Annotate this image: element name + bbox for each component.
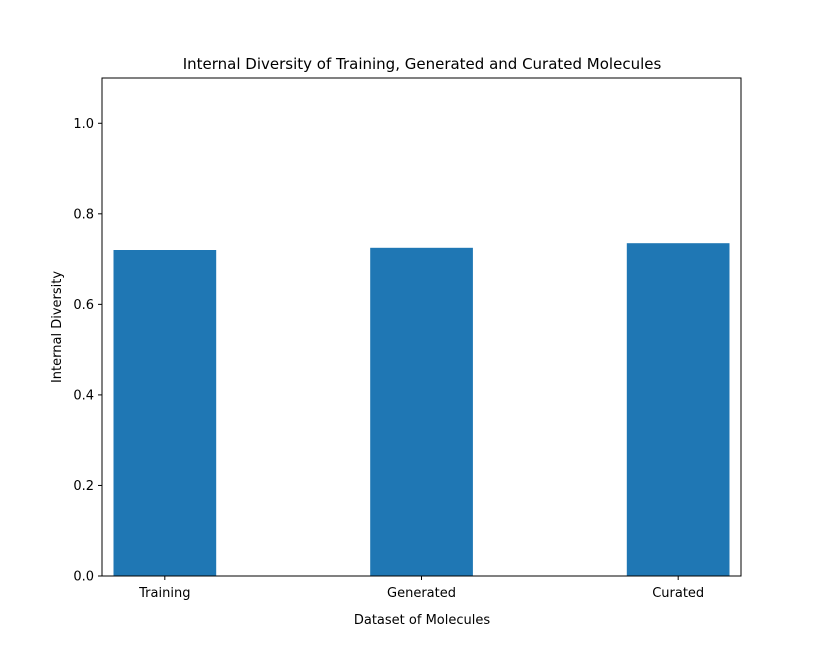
bar-training bbox=[113, 250, 217, 576]
y-axis-ticks: 0.0 0.2 0.4 0.6 0.8 1.0 bbox=[73, 117, 102, 585]
y-tick-label: 1.0 bbox=[73, 117, 94, 132]
x-tick-label: Curated bbox=[652, 586, 704, 601]
y-axis-label: Internal Diversity bbox=[50, 271, 65, 383]
bar-curated bbox=[626, 243, 730, 576]
bars-group bbox=[113, 243, 730, 577]
y-tick-label: 0.6 bbox=[73, 298, 94, 313]
x-axis-ticks: Training Generated Curated bbox=[138, 576, 704, 601]
bar-generated bbox=[370, 247, 473, 577]
x-axis-label: Dataset of Molecules bbox=[354, 613, 490, 628]
y-tick-label: 0.8 bbox=[73, 207, 94, 222]
x-tick-label: Training bbox=[138, 586, 190, 601]
plot-area-frame bbox=[101, 77, 742, 577]
y-tick-label: 0.4 bbox=[73, 388, 94, 403]
x-tick-label: Generated bbox=[387, 586, 456, 601]
y-tick-label: 0.0 bbox=[73, 570, 94, 585]
y-tick-label: 0.2 bbox=[73, 479, 94, 494]
chart-title: Internal Diversity of Training, Generate… bbox=[183, 55, 662, 73]
